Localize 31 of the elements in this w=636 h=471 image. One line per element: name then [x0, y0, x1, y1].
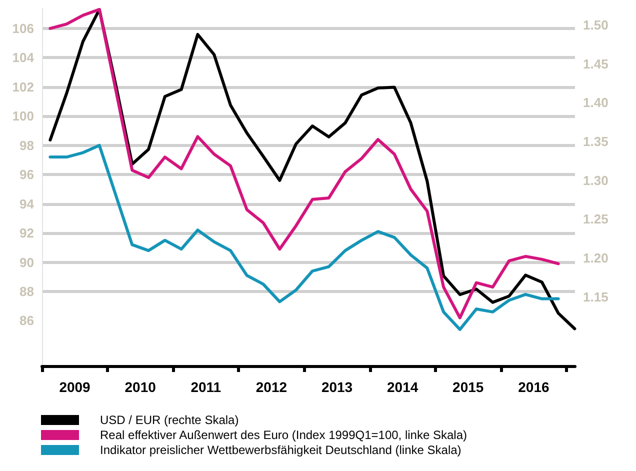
- x-tick-label: 2009: [59, 379, 91, 395]
- x-tick-label: 2010: [124, 379, 156, 395]
- y2-tick-label: 1.15: [583, 289, 608, 304]
- y2-tick-label: 1.40: [583, 95, 608, 110]
- x-tick-label: 2011: [190, 379, 222, 395]
- y-tick-label: 88: [20, 284, 34, 299]
- legend-label: USD / EUR (rechte Skala): [100, 413, 239, 427]
- y2-tick-label: 1.25: [583, 212, 608, 227]
- y2-tick-label: 1.45: [583, 56, 608, 72]
- y2-tick-label: 1.35: [583, 134, 608, 150]
- y-tick-label: 86: [20, 313, 34, 328]
- x-tick-label: 2012: [256, 379, 288, 395]
- legend-label: Real effektiver Außenwert des Euro (Index 1999Q1=100, linke Skala): [100, 428, 467, 442]
- line-series: [48, 144, 560, 331]
- legend-label: Indikator preislicher Wettbewerbsfähigkeit Deutschland (linke Skala): [100, 443, 462, 457]
- y-tick-label: 90: [20, 254, 34, 270]
- y-tick-label: 100: [12, 108, 34, 124]
- y-tick-label: 106: [12, 20, 34, 36]
- y2-tick-label: 1.30: [583, 172, 608, 188]
- y2-tick-label: 1.50: [583, 18, 608, 33]
- x-tick-label: 2016: [518, 379, 550, 395]
- y2-tick-label: 1.20: [583, 250, 608, 266]
- x-tick-label: 2013: [321, 379, 353, 395]
- x-tick-label: 2015: [452, 379, 484, 395]
- y-tick-label: 102: [12, 79, 34, 94]
- y-tick-label: 92: [20, 226, 34, 241]
- y-tick-label: 104: [12, 50, 35, 66]
- y-tick-label: 98: [20, 138, 34, 153]
- y-tick-label: 94: [20, 196, 35, 212]
- y-tick-label: 96: [20, 167, 34, 182]
- x-tick-label: 2014: [387, 379, 418, 395]
